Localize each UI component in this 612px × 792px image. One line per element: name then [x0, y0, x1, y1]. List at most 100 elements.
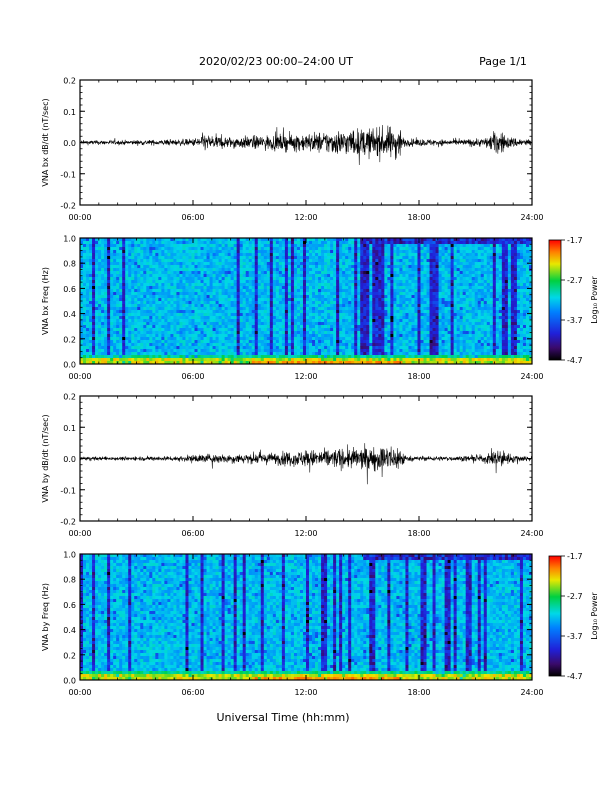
spectrogram-cell — [206, 304, 210, 308]
spectrogram-cell — [152, 265, 156, 269]
spectrogram-cell — [218, 346, 223, 350]
spectrogram-cell — [206, 310, 210, 314]
spectrogram-cell — [312, 361, 316, 365]
spectrogram-cell — [128, 253, 132, 257]
spectrogram-cell — [345, 334, 349, 338]
spectrogram-cell — [170, 268, 174, 272]
spectrogram-cell — [140, 295, 144, 299]
spectrogram-cell — [233, 346, 238, 350]
spectrogram-cell — [182, 343, 186, 347]
spectrogram-cell — [197, 328, 201, 332]
spectrogram-cell — [357, 262, 361, 266]
spectrogram-cell — [155, 298, 159, 302]
spectrogram-cell — [86, 337, 90, 341]
spectrogram-cell — [101, 301, 105, 305]
spectrogram-cell — [167, 277, 171, 281]
spectrogram-cell — [321, 247, 325, 251]
spectrogram-cell — [414, 262, 418, 266]
spectrogram-cell — [149, 280, 153, 284]
spectrogram-cell — [98, 280, 102, 284]
spectrogram-cell — [176, 283, 180, 287]
spectrogram-cell — [146, 340, 150, 344]
spectrogram-cell — [405, 313, 409, 317]
spectrogram-cell — [230, 337, 235, 341]
spectrogram-cell — [179, 253, 183, 257]
spectrogram-cell — [110, 331, 114, 335]
spectrogram-cell — [200, 250, 204, 254]
spectrogram-cell — [272, 280, 277, 284]
spectrogram-cell — [170, 244, 174, 248]
spectrogram-cell — [122, 358, 126, 362]
spectrogram-cell — [203, 334, 207, 338]
spectrogram-cell — [318, 250, 322, 254]
spectrogram-cell — [161, 247, 165, 251]
spectrogram-cell — [327, 322, 331, 326]
spectrogram-cell — [110, 277, 114, 281]
spectrogram-cell — [182, 265, 186, 269]
spectrogram-cell — [161, 271, 165, 275]
spectrogram-cell — [233, 307, 238, 311]
spectrogram-cell — [107, 304, 111, 308]
spectrogram-cell — [393, 328, 397, 332]
spectrogram-cell — [254, 238, 259, 242]
spectrogram-cell — [302, 310, 307, 314]
spectrogram-cell — [179, 244, 183, 248]
spectrogram-cell — [318, 289, 322, 293]
spectrogram-cell — [251, 283, 256, 287]
spectrogram-cell — [393, 247, 397, 251]
spectrogram-cell — [95, 262, 99, 266]
spectrogram-cell — [405, 331, 409, 335]
spectrogram-cell — [339, 316, 343, 320]
spectrogram-cell — [260, 283, 265, 287]
spectrogram-cell — [119, 355, 123, 359]
spectrogram-cell — [164, 343, 168, 347]
spectrogram-cell — [98, 304, 102, 308]
spectrogram-cell — [155, 250, 159, 254]
spectrogram-cell — [293, 265, 298, 269]
spectrogram-cell — [408, 346, 412, 350]
spectrogram-cell — [83, 259, 87, 263]
spectrogram-cell — [333, 283, 337, 287]
spectrogram-cell — [360, 337, 364, 341]
spectrogram-cell — [176, 262, 180, 266]
spectrogram-cell — [293, 334, 298, 338]
spectrogram-cell — [95, 346, 99, 350]
spectrogram-cell — [122, 340, 126, 344]
spectrogram-cell — [104, 301, 108, 305]
spectrogram-cell — [278, 259, 283, 263]
spectrogram-cell — [342, 262, 346, 266]
spectrogram-cell — [402, 277, 406, 281]
spectrogram-cell — [330, 283, 334, 287]
spectrogram-cell — [176, 238, 180, 242]
spectrogram-cell — [299, 361, 304, 365]
spectrogram-cell — [248, 256, 253, 260]
spectrogram-cell — [423, 271, 427, 275]
spectrogram-cell — [140, 244, 144, 248]
spectrogram-cell — [345, 346, 349, 350]
spectrogram-cell — [423, 247, 427, 251]
spectrogram-cell — [423, 295, 427, 299]
spectrogram-cell — [423, 352, 427, 356]
spectrogram-cell — [263, 334, 268, 338]
spectrogram-cell — [227, 289, 232, 293]
spectrogram-cell — [312, 280, 316, 284]
spectrogram-cell — [200, 289, 204, 293]
spectrogram-cell — [318, 319, 322, 323]
spectrogram-cell — [83, 283, 87, 287]
spectrogram-cell — [318, 247, 322, 251]
spectrogram-cell — [293, 295, 298, 299]
spectrogram-cell — [423, 265, 427, 269]
spectrogram-cell — [417, 307, 421, 311]
spectrogram-cell — [360, 298, 364, 302]
spectrogram-cell — [417, 280, 421, 284]
spectrogram-cell — [281, 292, 286, 296]
spectrogram-cell — [378, 244, 382, 248]
spectrogram-cell — [363, 262, 367, 266]
spectrogram-cell — [104, 286, 108, 290]
spectrogram-cell — [92, 343, 96, 347]
spectrogram-cell — [227, 277, 232, 281]
spectrogram-cell — [260, 310, 265, 314]
spectrogram-cell — [107, 241, 111, 245]
spectrogram-cell — [161, 328, 165, 332]
spectrogram-cell — [387, 259, 391, 263]
